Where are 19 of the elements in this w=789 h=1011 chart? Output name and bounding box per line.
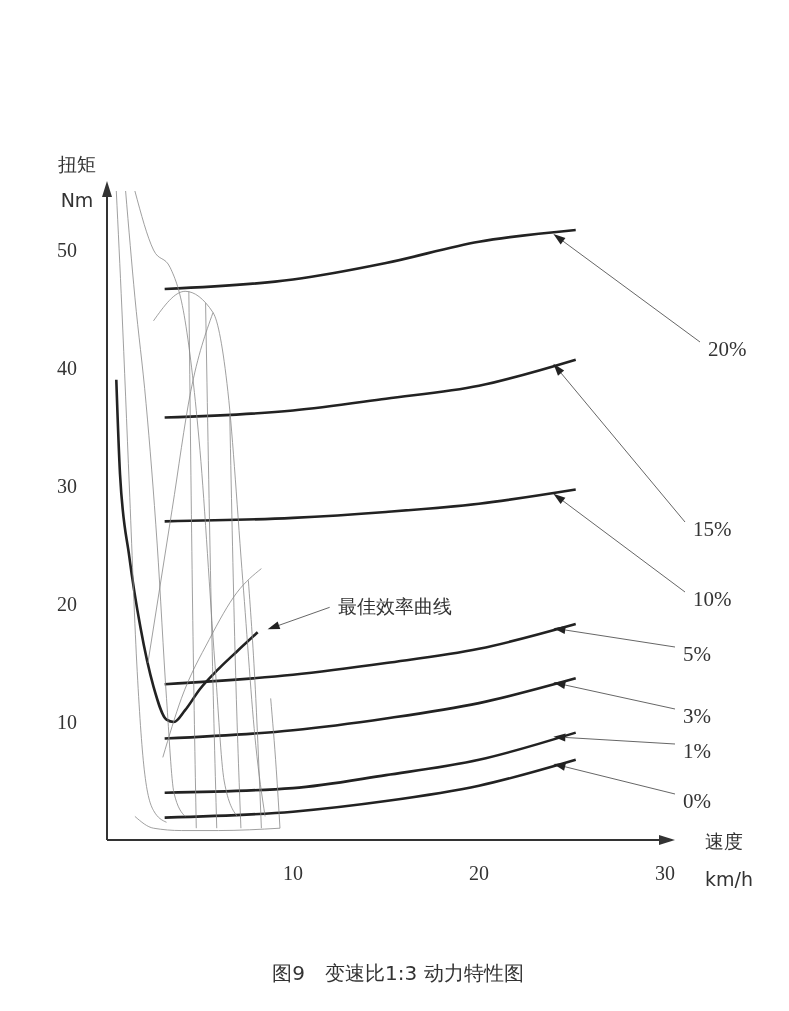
x-tick-label: 20 bbox=[469, 862, 489, 885]
annotation: 最佳效率曲线 bbox=[337, 595, 452, 618]
x-tick-label: 30 bbox=[655, 862, 675, 885]
y-tick-label: 10 bbox=[57, 711, 77, 734]
text: 5% bbox=[683, 642, 711, 666]
text: 10% bbox=[693, 587, 732, 611]
text: 1% bbox=[683, 739, 711, 763]
text: 0% bbox=[683, 789, 711, 813]
y-tick-label: 40 bbox=[57, 357, 77, 380]
x-tick-label: 10 bbox=[283, 862, 303, 885]
y-tick-label: 50 bbox=[57, 239, 77, 262]
text: 图9 变速比1:3 动力特性图 bbox=[271, 960, 525, 987]
x-axis-title: 速度 km/h bbox=[705, 829, 754, 892]
y-tick-label: 20 bbox=[57, 593, 77, 616]
y-tick-label: 30 bbox=[57, 475, 77, 498]
y-axis-title: 扭矩 Nm bbox=[57, 152, 97, 213]
text: 15% bbox=[693, 517, 732, 541]
text: 20% bbox=[708, 337, 747, 361]
text: 3% bbox=[683, 704, 711, 728]
